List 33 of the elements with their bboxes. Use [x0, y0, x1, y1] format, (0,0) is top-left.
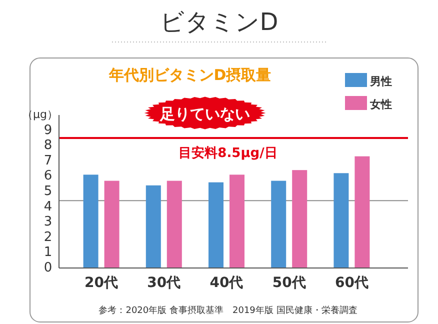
chart-subtitle: 年代別ビタミンD摂取量 — [108, 66, 272, 84]
bar — [166, 180, 182, 268]
bar — [146, 185, 161, 268]
x-tick-label: 20代 — [84, 275, 118, 291]
annotation: 足りていない — [159, 105, 250, 123]
y-tick-label: 6 — [44, 168, 52, 184]
bar — [292, 170, 308, 268]
legend-label: 男性 — [369, 75, 392, 88]
chart-title: ビタミンD — [160, 8, 278, 36]
y-axis-title: （μg） — [22, 108, 58, 121]
legend-label: 女性 — [369, 98, 392, 111]
y-tick-label: 5 — [44, 184, 52, 199]
bar — [354, 156, 370, 268]
y-tick-label: 4 — [44, 199, 52, 214]
x-tick-label: 30代 — [147, 275, 181, 291]
y-tick-label: 3 — [44, 214, 52, 230]
bar — [334, 173, 349, 268]
bar — [208, 182, 224, 268]
y-tick-label: 1 — [44, 245, 52, 260]
y-tick-label: 0 — [44, 260, 52, 276]
text: 参考：2020年版 食事摂取基準 2019年版 国民健康・栄養調査 — [98, 305, 358, 316]
x-tick-label: 60代 — [334, 275, 368, 291]
x-tick-label: 40代 — [210, 275, 244, 291]
bar — [230, 174, 244, 268]
y-tick-label: 7 — [44, 153, 52, 168]
y-tick-label: 9 — [44, 122, 52, 138]
y-tick-label: 2 — [44, 230, 52, 245]
bar — [271, 180, 286, 268]
bar — [104, 180, 120, 268]
x-tick-label: 50代 — [272, 275, 306, 291]
bar — [83, 174, 98, 268]
y-tick-label: 8 — [44, 138, 52, 154]
ref-line-label: 目安料8.5μg/日 — [178, 144, 278, 161]
